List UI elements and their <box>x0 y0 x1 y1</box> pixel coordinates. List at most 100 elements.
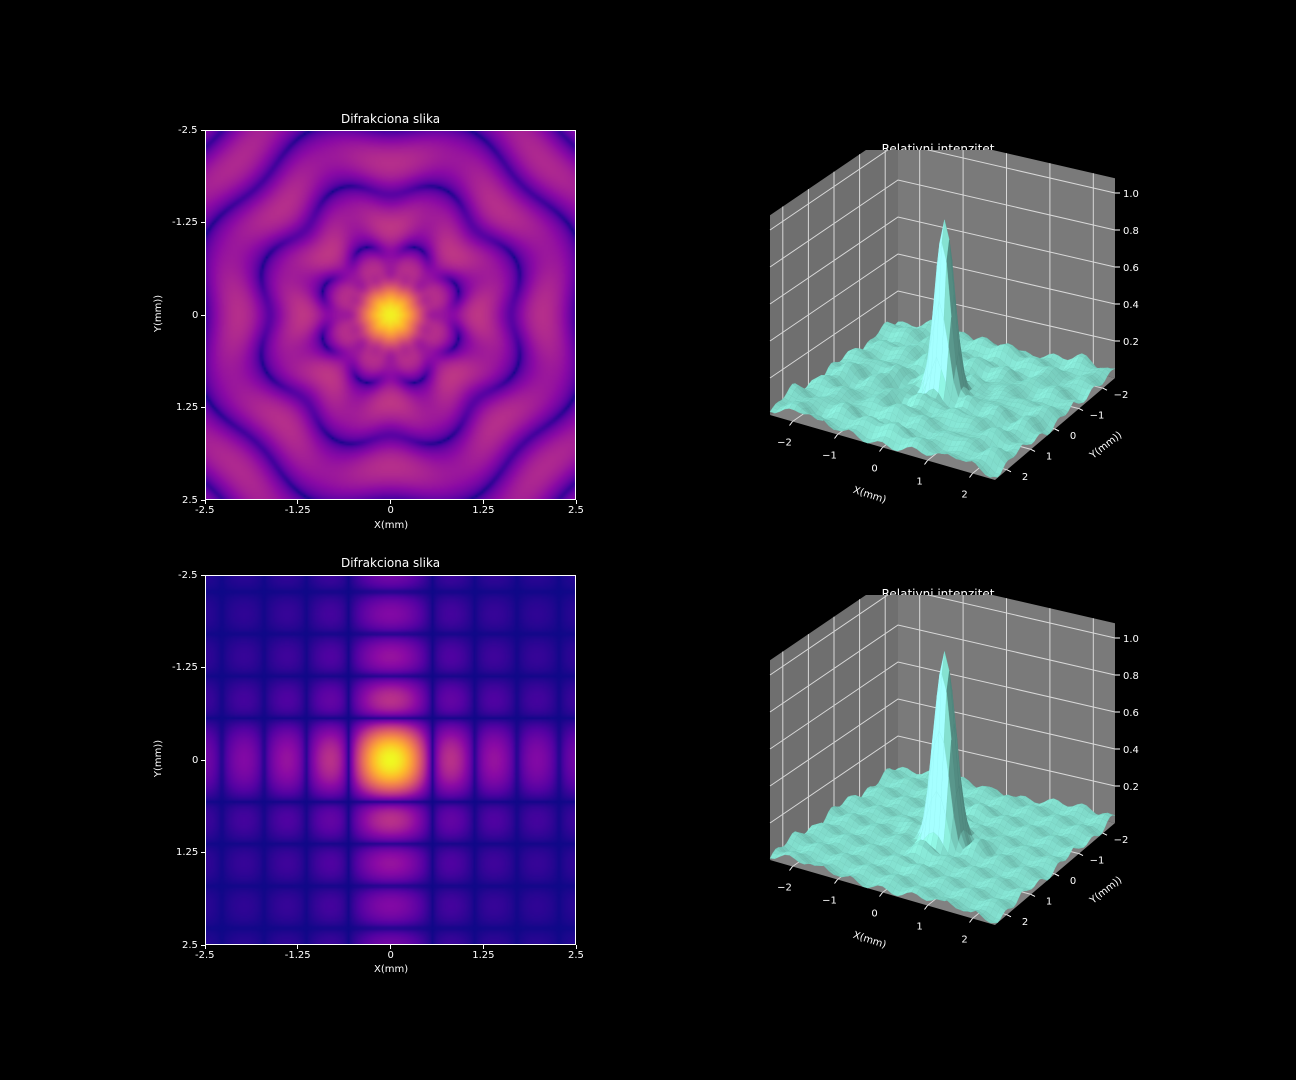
surface-ylabel: Y(mm)) <box>1087 875 1124 907</box>
x-tick-label: 1.25 <box>472 505 495 516</box>
y-tick-label: 1 <box>1046 451 1052 462</box>
surface-mesh <box>769 219 1116 478</box>
x-tick-mark <box>834 879 838 884</box>
y-tick-label: 2.5 <box>182 939 198 951</box>
y-tick-mark <box>1078 408 1084 412</box>
x-tick-mark <box>924 460 928 465</box>
x-tick-label: -1.25 <box>284 950 311 961</box>
x-tick-label: 1 <box>916 477 922 488</box>
y-tick-mark <box>201 944 205 946</box>
y-tick-label: 1.25 <box>176 847 199 858</box>
y-tick-label: -1.25 <box>172 662 198 673</box>
z-tick-label: 0.6 <box>1123 708 1139 719</box>
y-tick-mark <box>1030 893 1036 897</box>
x-tick-mark <box>390 500 391 504</box>
x-tick-mark <box>575 500 577 504</box>
y-tick-label: 2 <box>1022 917 1028 928</box>
x-tick-mark <box>789 421 793 426</box>
z-tick-label: 0.8 <box>1123 671 1139 682</box>
z-tick-label: 0.6 <box>1123 263 1139 274</box>
heatmap-title-top: Difrakciona slika <box>340 112 441 126</box>
x-tick-label: −1 <box>822 896 837 907</box>
y-tick-mark <box>1006 469 1012 473</box>
x-tick-mark <box>297 945 299 949</box>
surface-xlabel: X(mm) <box>852 485 888 506</box>
y-tick-mark <box>201 222 205 223</box>
y-tick-label: −2 <box>1114 390 1129 401</box>
grid-line <box>769 216 1116 305</box>
x-tick-mark <box>969 473 973 478</box>
z-tick-label: 1.0 <box>1123 634 1139 645</box>
x-tick-mark <box>204 945 206 949</box>
z-tick-label: 0.4 <box>1123 745 1139 756</box>
heatmap-xlabel-top: X(mm) <box>374 520 409 531</box>
y-tick-mark <box>1054 873 1060 877</box>
surface-plot-top: −2 −1 0 1 2 −2 −1 0 1 2 0.2 0.4 0.6 0.8 1.0 X(mm) Y(mm)) <box>769 150 1139 506</box>
y-tick-mark <box>201 759 205 761</box>
y-tick-mark <box>1078 853 1084 857</box>
y-tick-label: −2 <box>1114 835 1129 846</box>
x-tick-mark <box>204 500 206 504</box>
x-tick-mark <box>575 945 577 949</box>
y-tick-label: 2.5 <box>182 494 198 506</box>
grid-line <box>769 698 1116 787</box>
y-tick-label: -2.5 <box>178 569 198 581</box>
y-tick-label: −1 <box>1090 411 1105 422</box>
y-tick-mark <box>1102 387 1108 391</box>
y-tick-mark <box>201 574 205 576</box>
grid-line <box>769 290 1116 379</box>
y-tick-mark <box>1006 914 1012 918</box>
surface-xlabel: X(mm) <box>852 930 888 951</box>
heatmap-image-bottom <box>205 575 576 945</box>
heatmap-canvas-bottom <box>206 576 575 944</box>
y-tick-mark <box>1102 832 1108 836</box>
x-tick-label: −2 <box>777 883 792 894</box>
heatmap-image-top <box>205 130 576 500</box>
y-tick-mark <box>201 129 205 131</box>
y-tick-label: -1.25 <box>172 217 198 228</box>
x-tick-mark <box>482 500 484 504</box>
x-tick-mark <box>879 447 883 452</box>
x-tick-mark <box>297 500 299 504</box>
z-tick-label: 0.4 <box>1123 300 1139 311</box>
y-tick-label: 0 <box>192 754 199 766</box>
x-tick-mark <box>482 945 484 949</box>
x-tick-mark <box>969 918 973 923</box>
x-tick-label: 2 <box>961 490 967 501</box>
x-tick-label: 1.25 <box>472 950 495 961</box>
heatmap-canvas-top <box>206 131 575 499</box>
grid-line <box>769 150 1116 231</box>
grid-line <box>769 661 1116 750</box>
x-tick-mark <box>834 434 838 439</box>
grid-line <box>769 253 1116 342</box>
y-tick-mark <box>201 314 205 316</box>
x-tick-label: −2 <box>777 438 792 449</box>
x-tick-mark <box>789 866 793 871</box>
y-tick-label: 0 <box>1070 876 1076 887</box>
heatmap-ylabel-top: Y(mm)) <box>153 294 165 333</box>
x-tick-label: 0 <box>387 950 394 961</box>
grid-line <box>769 624 1116 713</box>
x-tick-label: 1 <box>916 922 922 933</box>
z-tick-label: 1.0 <box>1123 189 1139 200</box>
x-tick-mark <box>879 892 883 897</box>
x-tick-label: 2.5 <box>568 950 584 961</box>
x-tick-label: −1 <box>822 451 837 462</box>
surface-mesh <box>769 651 1116 924</box>
x-tick-mark <box>390 945 391 949</box>
x-tick-mark <box>924 905 928 910</box>
heatmap-xlabel-bottom: X(mm) <box>374 964 409 975</box>
x-tick-label: -2.5 <box>195 950 215 961</box>
surface-ylabel: Y(mm)) <box>1087 430 1124 462</box>
x-tick-label: 2 <box>961 935 967 946</box>
y-tick-mark <box>1054 428 1060 432</box>
x-tick-label: 0 <box>871 909 877 920</box>
y-tick-label: 0 <box>192 309 199 321</box>
heatmap-ylabel-bottom: Y(mm)) <box>153 739 165 778</box>
z-tick-label: 0.8 <box>1123 226 1139 237</box>
y-tick-label: 2 <box>1022 472 1028 483</box>
z-tick-label: 0.2 <box>1123 337 1139 348</box>
y-tick-mark <box>201 407 205 408</box>
grid-line <box>769 179 1116 268</box>
surface-facet <box>990 476 998 478</box>
